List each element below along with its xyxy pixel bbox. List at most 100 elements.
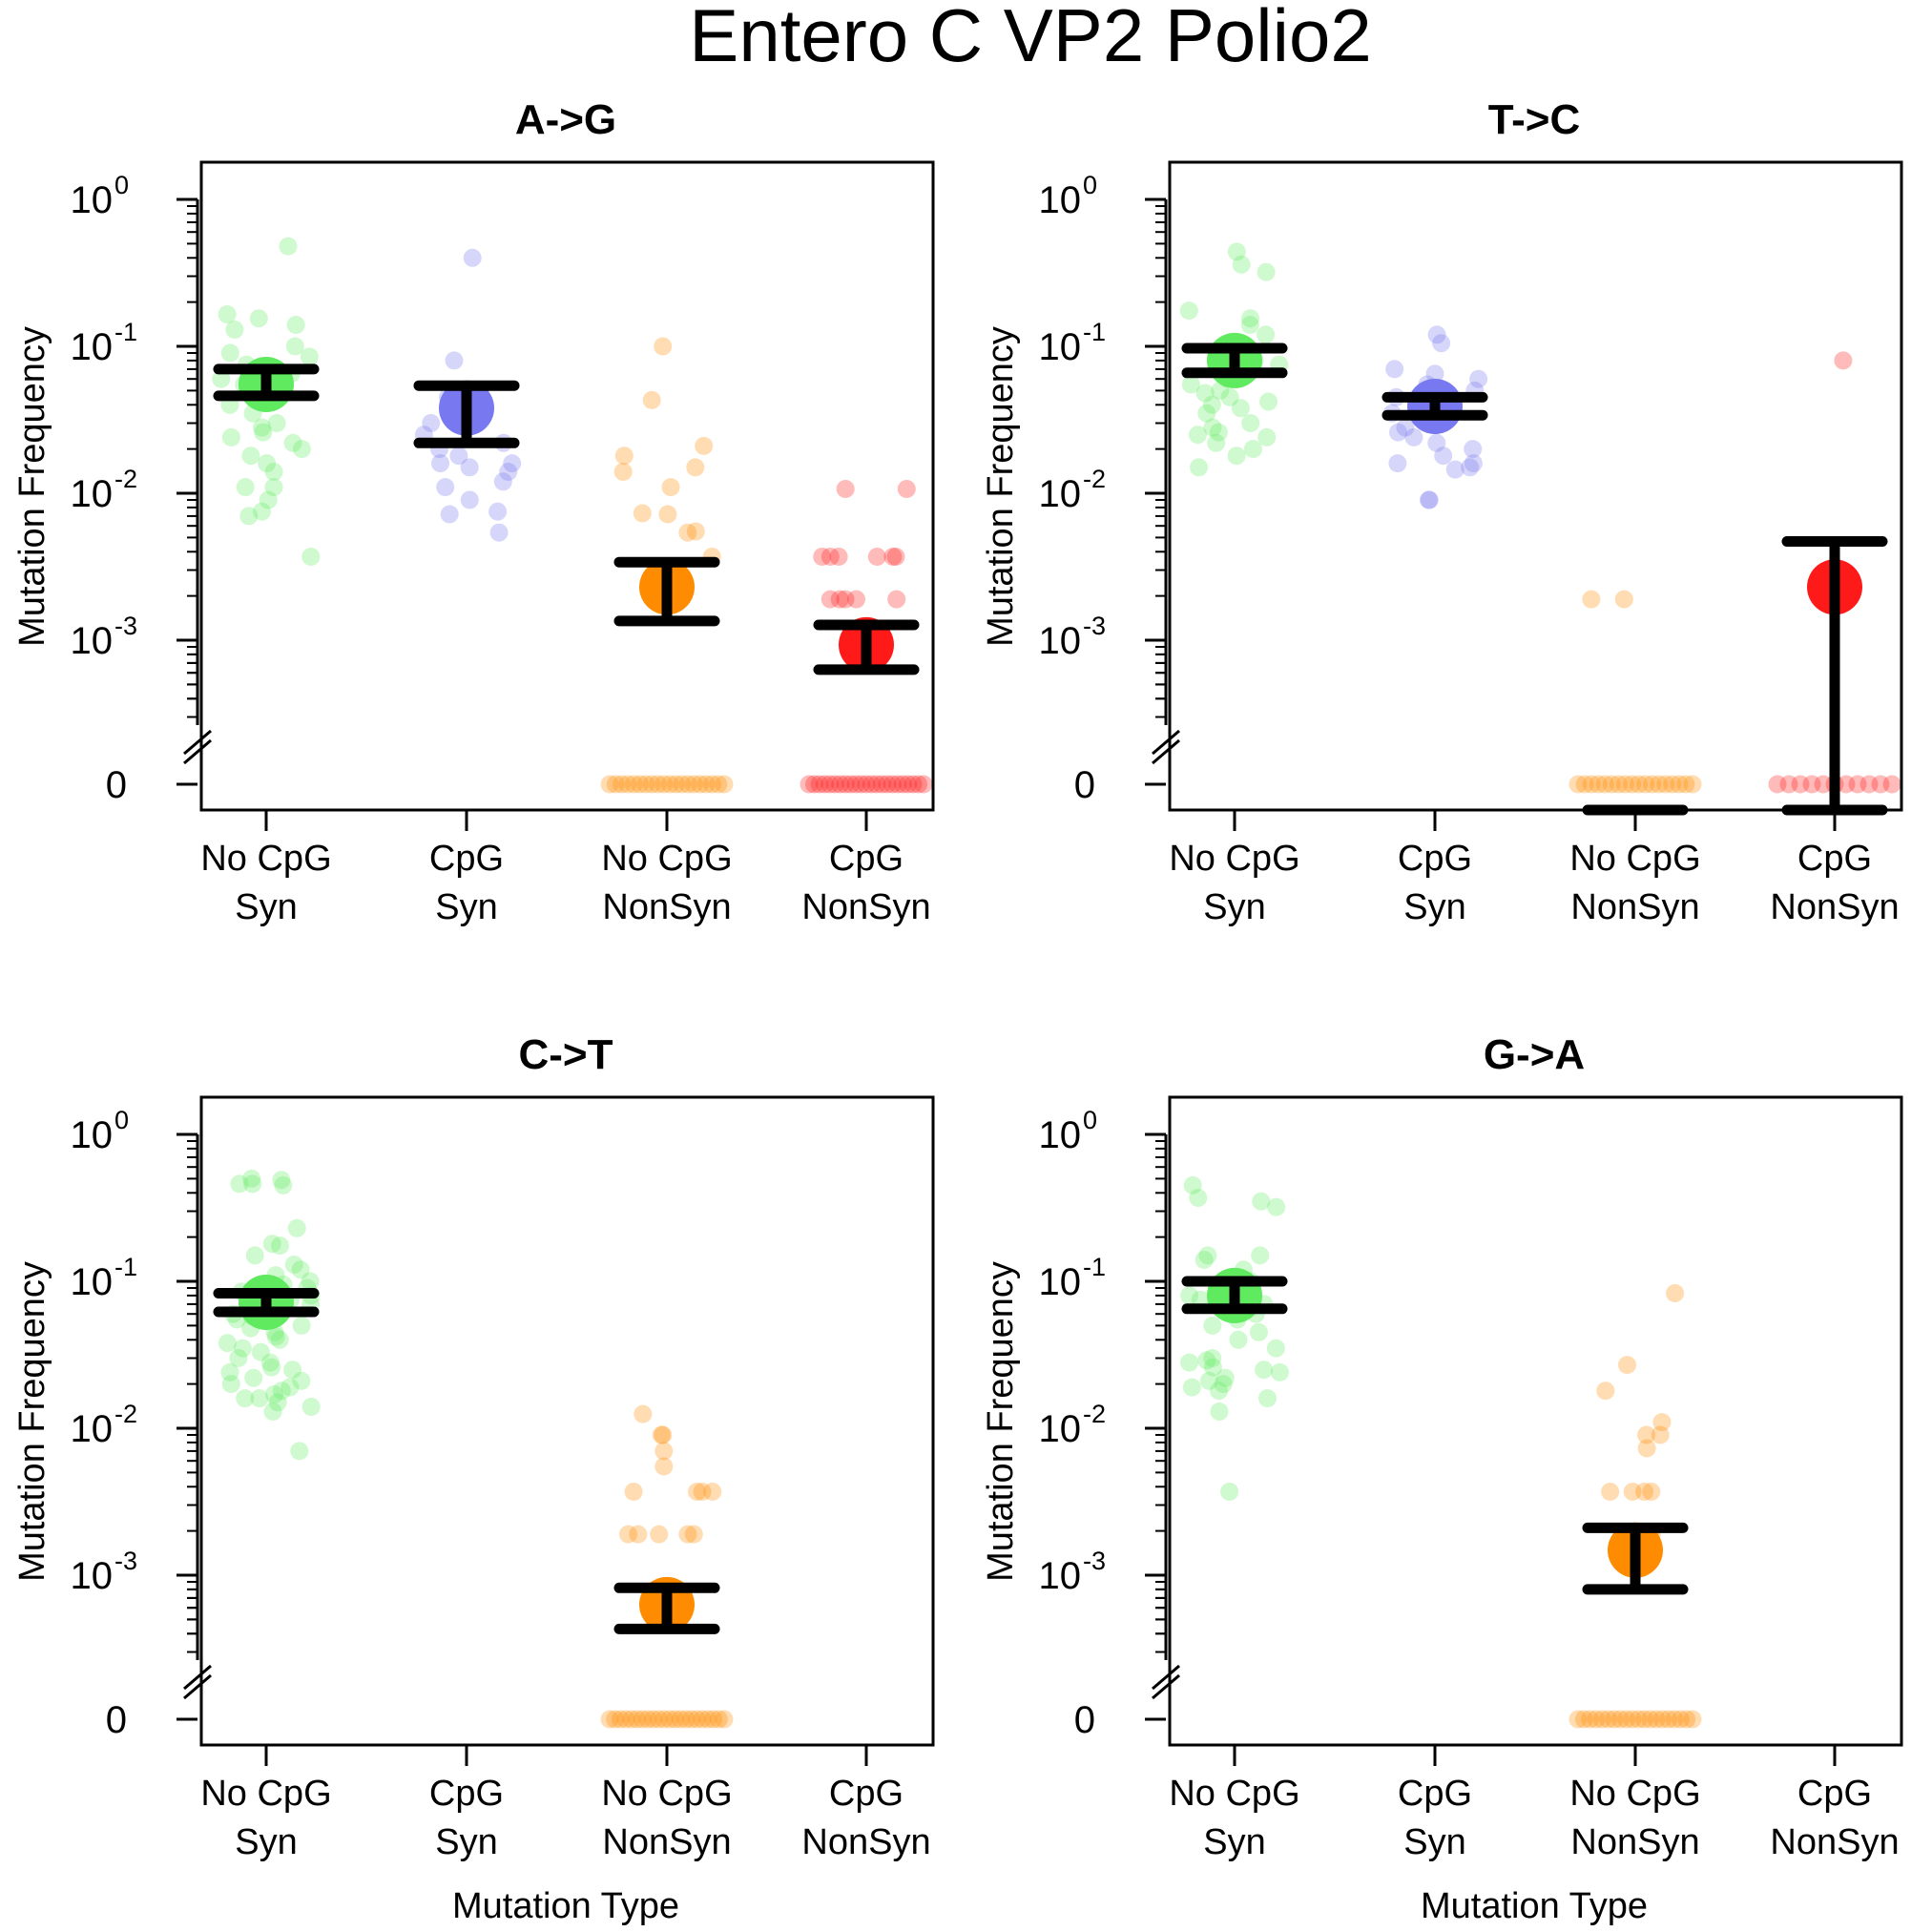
data-point: [1871, 775, 1890, 794]
data-point: [1210, 1381, 1229, 1401]
data-point: [836, 775, 855, 794]
data-point: [290, 1442, 309, 1461]
data-point: [893, 775, 912, 794]
data-point: [649, 775, 667, 794]
x-tick-label: No CpG: [601, 1774, 732, 1814]
data-point: [241, 447, 260, 466]
data-point: [1641, 1710, 1660, 1729]
x-tick-label: Syn: [1203, 1822, 1265, 1862]
y-axis-label: Mutation Frequency: [12, 326, 52, 647]
data-point: [488, 502, 508, 521]
y-tick-exponent: 0: [1083, 171, 1097, 199]
data-point: [649, 1710, 668, 1729]
data-point: [800, 775, 819, 794]
data-point: [633, 504, 652, 523]
data-point: [660, 1710, 679, 1729]
data-point: [230, 1174, 249, 1194]
data-point: [274, 1175, 293, 1195]
data-point: [1834, 351, 1853, 370]
y-tick-exponent: -3: [114, 1547, 137, 1575]
data-point: [301, 1398, 321, 1416]
data-point: [821, 548, 840, 566]
data-point: [872, 775, 891, 794]
data-point: [1259, 392, 1278, 411]
data-point: [1652, 1413, 1672, 1432]
data-points: [1180, 1175, 1702, 1729]
x-tick-label: NonSyn: [801, 1822, 930, 1862]
data-point: [300, 347, 319, 366]
data-point: [431, 454, 449, 473]
data-point: [242, 1169, 261, 1188]
data-point: [1666, 1284, 1685, 1302]
data-point: [631, 775, 650, 794]
x-axis: No CpG Syn CpG Syn No CpG NonSyn CpG NonSyn: [1169, 810, 1900, 927]
data-point: [279, 237, 298, 256]
data-point: [1209, 423, 1228, 442]
data-point: [684, 1525, 703, 1544]
data-point: [899, 775, 918, 794]
data-point: [1240, 316, 1259, 334]
data-point: [634, 1404, 653, 1423]
data-point: [260, 1353, 280, 1372]
data-point: [836, 590, 855, 609]
data-point: [1637, 1425, 1656, 1444]
data-point: [253, 418, 272, 437]
data-point: [1848, 775, 1867, 794]
data-point: [1464, 440, 1483, 459]
data-point: [449, 447, 468, 466]
data-point: [1419, 490, 1438, 509]
data-point: [654, 775, 674, 794]
data-point: [1388, 454, 1407, 473]
x-tick-label: CpG: [829, 1774, 904, 1814]
x-tick-label: NonSyn: [1770, 887, 1899, 927]
data-points: [218, 1169, 734, 1729]
y-axis-label: Mutation Frequency: [981, 1261, 1021, 1582]
data-point: [1249, 1322, 1268, 1341]
x-tick-label: No CpG: [601, 839, 732, 879]
data-point: [654, 1442, 674, 1461]
data-point: [445, 351, 464, 370]
data-point: [904, 775, 923, 794]
data-point: [687, 1710, 706, 1729]
data-point: [633, 1710, 652, 1729]
data-point: [264, 478, 283, 497]
data-point: [1180, 1286, 1199, 1305]
data-point: [1568, 775, 1588, 794]
data-point: [283, 433, 302, 452]
data-point: [243, 1174, 262, 1194]
data-point: [1802, 775, 1821, 794]
y-tick-label: 10: [1039, 1261, 1082, 1303]
data-point: [272, 1171, 291, 1190]
data-point: [1623, 775, 1641, 794]
data-point: [825, 775, 844, 794]
data-point: [266, 1327, 285, 1346]
y-tick-label: 10: [1039, 1408, 1082, 1450]
data-point: [1180, 1353, 1199, 1372]
data-point: [667, 775, 685, 794]
y-tick-label: 10: [1039, 620, 1082, 662]
y-tick-label: 10: [71, 1408, 114, 1450]
data-point: [1227, 242, 1246, 261]
data-point: [702, 775, 721, 794]
data-point: [1243, 440, 1262, 459]
data-point: [673, 775, 692, 794]
data-point: [220, 1362, 239, 1381]
data-point: [693, 1710, 712, 1729]
data-point: [810, 775, 829, 794]
data-point: [1257, 262, 1276, 281]
data-point: [600, 775, 619, 794]
data-point: [1630, 775, 1648, 794]
data-point: [618, 775, 637, 794]
data-point: [1251, 1246, 1270, 1265]
data-point: [218, 305, 237, 323]
data-point: [1396, 418, 1415, 437]
x-tick-label: No CpG: [200, 1774, 331, 1814]
data-point: [258, 454, 277, 473]
data-point: [698, 1710, 717, 1729]
data-point: [1587, 1710, 1606, 1729]
x-tick-label: Syn: [1403, 1822, 1465, 1862]
data-point: [1255, 1361, 1274, 1380]
x-tick-label: No CpG: [1569, 1774, 1700, 1814]
